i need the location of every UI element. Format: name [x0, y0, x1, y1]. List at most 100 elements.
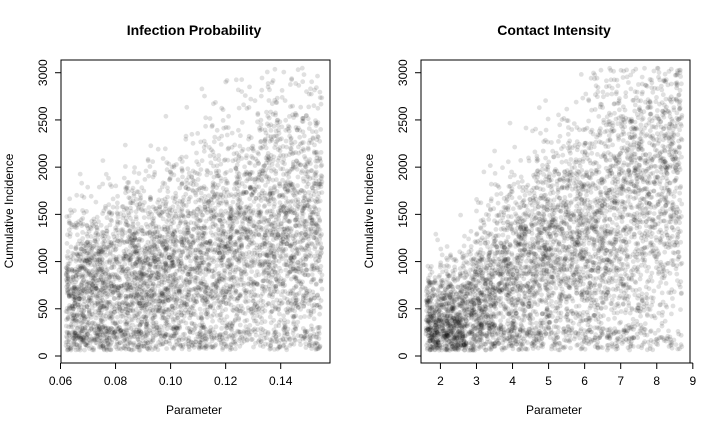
- scatter-point: [245, 244, 251, 250]
- scatter-point: [268, 343, 273, 349]
- scatter-point: [264, 121, 270, 127]
- scatter-point: [114, 334, 119, 340]
- scatter-point: [84, 240, 90, 246]
- scatter-point: [281, 209, 287, 214]
- scatter-point: [175, 327, 181, 332]
- scatter-point: [185, 166, 191, 172]
- scatter-point: [139, 267, 145, 273]
- scatter-point: [241, 338, 247, 344]
- scatter-point: [233, 166, 239, 172]
- scatter-point: [142, 334, 148, 339]
- scatter-point: [144, 322, 149, 327]
- scatter-point: [224, 201, 230, 207]
- scatter-point: [279, 238, 284, 244]
- scatter-point: [195, 131, 201, 136]
- scatter-point: [130, 245, 136, 251]
- scatter-point: [192, 238, 197, 244]
- scatter-point: [131, 249, 137, 255]
- scatter-point: [270, 300, 276, 305]
- scatter-point: [136, 339, 142, 345]
- scatter-point: [212, 330, 218, 335]
- scatter-point: [223, 194, 229, 200]
- scatter-point: [273, 334, 279, 340]
- scatter-point: [289, 182, 294, 188]
- scatter-point: [70, 268, 75, 273]
- scatter-point: [173, 211, 179, 217]
- scatter-point: [234, 276, 240, 282]
- scatter-point: [295, 174, 301, 180]
- scatter-point: [301, 133, 307, 139]
- scatter-point: [202, 225, 208, 231]
- scatter-point: [160, 156, 166, 161]
- scatter-point: [235, 193, 241, 198]
- scatter-point: [318, 263, 324, 269]
- scatter-point: [261, 278, 267, 284]
- scatter-point: [281, 204, 287, 210]
- scatter-point: [222, 275, 228, 281]
- scatter-point: [248, 293, 254, 299]
- scatter-point: [238, 268, 244, 274]
- scatter-point: [259, 283, 265, 289]
- scatter-point: [105, 310, 110, 316]
- scatter-point: [104, 228, 110, 234]
- scatter-point: [221, 228, 227, 234]
- scatter-point: [178, 275, 184, 280]
- scatter-point: [190, 178, 196, 183]
- scatter-point: [81, 335, 87, 341]
- scatter-point: [259, 320, 264, 326]
- scatter-point: [305, 234, 310, 240]
- scatter-point: [145, 158, 151, 164]
- scatter-point: [284, 347, 290, 353]
- scatter-point: [274, 297, 280, 303]
- scatter-point: [120, 345, 126, 351]
- scatter-point: [177, 220, 183, 226]
- scatter-point: [226, 333, 232, 339]
- scatter-point: [148, 143, 154, 149]
- scatter-point: [89, 301, 95, 307]
- scatter-point: [211, 259, 217, 264]
- scatter-point: [123, 185, 129, 191]
- scatter-point: [152, 206, 158, 212]
- scatter-point: [168, 252, 174, 258]
- scatter-point: [187, 266, 193, 272]
- scatter-point: [204, 311, 209, 317]
- scatter-point: [136, 189, 141, 195]
- scatter-point: [132, 269, 138, 275]
- scatter-point: [317, 89, 323, 95]
- scatter-point: [190, 140, 196, 146]
- scatter-point: [313, 206, 319, 212]
- scatter-point: [263, 233, 268, 239]
- scatter-point: [154, 324, 160, 330]
- scatter-point: [159, 327, 165, 333]
- scatter-point: [170, 195, 176, 201]
- scatter-point: [82, 347, 87, 353]
- scatter-point: [176, 287, 181, 292]
- scatter-point: [312, 342, 318, 348]
- scatter-point: [64, 241, 70, 246]
- scatter-point: [266, 283, 272, 289]
- scatter-point: [171, 305, 176, 311]
- scatter-point: [261, 241, 266, 246]
- scatter-point: [193, 199, 199, 205]
- scatter-point: [125, 210, 131, 216]
- scatter-point: [291, 115, 296, 120]
- scatter-point: [273, 277, 279, 282]
- scatter-point: [85, 242, 91, 248]
- scatter-point: [251, 234, 257, 239]
- scatter-point: [83, 267, 89, 273]
- scatter-point: [85, 340, 90, 346]
- scatter-point: [273, 110, 278, 116]
- scatter-point: [171, 346, 176, 352]
- scatter-point: [262, 127, 268, 133]
- scatter-point: [244, 106, 250, 111]
- scatter-point: [166, 161, 172, 167]
- scatter-point: [308, 226, 314, 232]
- scatter-point: [121, 266, 126, 272]
- scatter-point: [86, 295, 92, 300]
- scatter-point: [315, 181, 321, 187]
- scatter-point: [170, 317, 176, 322]
- scatter-point: [127, 200, 133, 206]
- scatter-point: [205, 285, 211, 291]
- scatter-point: [311, 221, 317, 227]
- scatter-point: [201, 138, 207, 144]
